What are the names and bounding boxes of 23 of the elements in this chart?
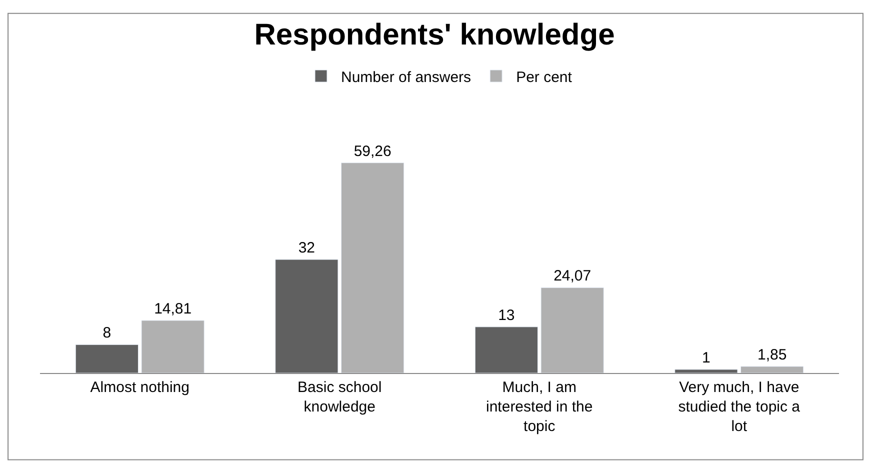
data-label: 14,81 (154, 300, 192, 318)
legend-label: Number of answers (341, 68, 472, 86)
legend-label: Per cent (516, 68, 573, 86)
data-label: 13 (498, 306, 515, 324)
x-tick-label: Basic school knowledge (298, 379, 382, 416)
data-label: 1,85 (757, 346, 787, 364)
data-label: 8 (102, 324, 112, 342)
x-tick-label: Almost nothing (90, 379, 190, 396)
data-label: 59,26 (354, 142, 392, 160)
chart-title: Respondents' knowledge (254, 18, 615, 52)
bar (75, 344, 138, 373)
data-label: 24,07 (554, 268, 592, 285)
bar (141, 320, 204, 373)
bar (275, 259, 338, 373)
x-tick-label: Much, I am interested in the topic (486, 379, 593, 435)
bar (474, 326, 538, 373)
x-tick-label: Very much, I have studied the topic a lot (678, 379, 801, 435)
bar (674, 369, 738, 373)
data-label: 1 (702, 349, 710, 366)
bar (740, 366, 804, 373)
data-label: 32 (298, 240, 316, 257)
bar (540, 287, 604, 373)
bar (341, 162, 404, 373)
